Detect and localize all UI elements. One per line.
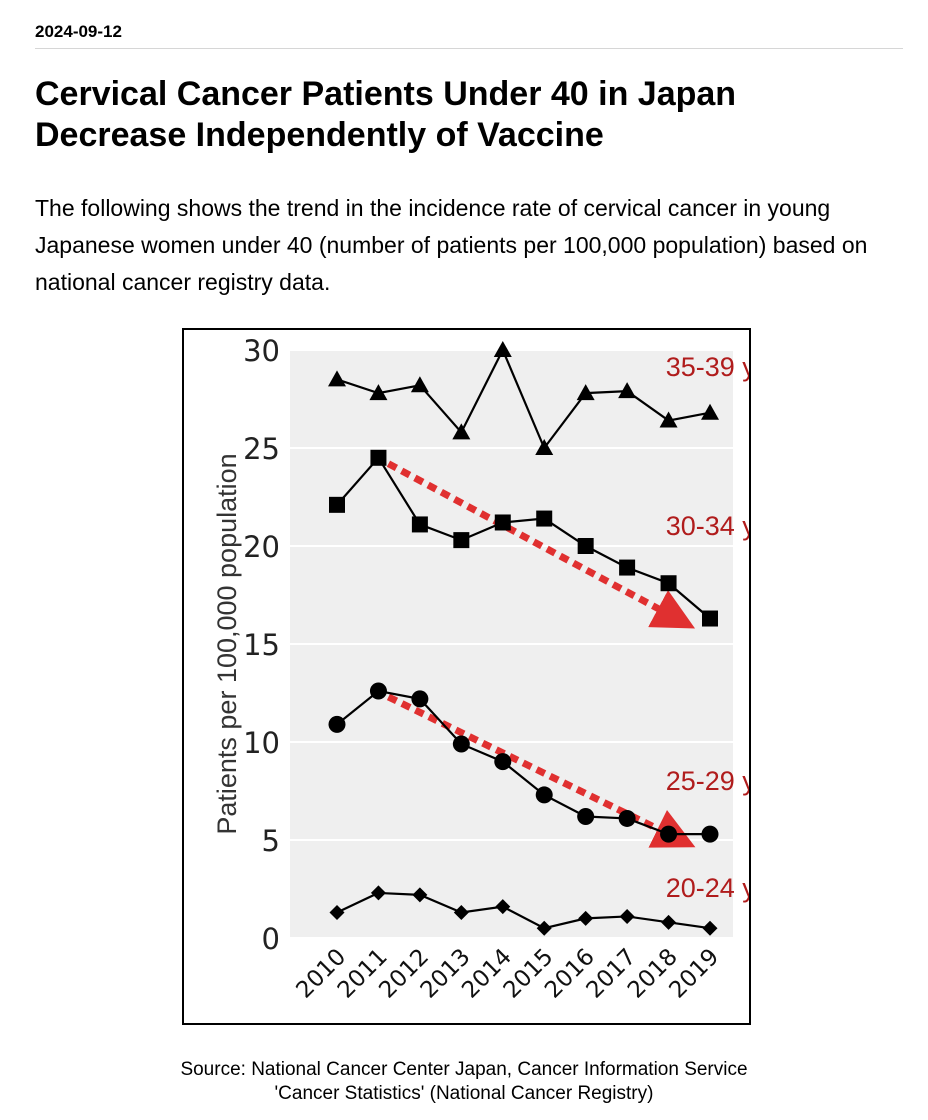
x-tick-label-2019: 2019 (664, 944, 724, 1004)
marker-35-39-years-2013 (452, 423, 471, 440)
marker-30-34-years-2012 (411, 516, 428, 533)
marker-20-24-years-2015 (536, 920, 552, 936)
marker-25-29-years-2015 (535, 786, 553, 804)
y-axis-ticks: 0 5 10 15 20 25 30 (243, 334, 280, 956)
marker-30-34-years-2013 (453, 532, 470, 549)
marker-35-39-years-2012 (410, 376, 429, 393)
series-label-30-34-years: 30-34 years (666, 511, 749, 541)
series-label-20-24-years: 20-24 years (666, 873, 749, 903)
marker-25-29-years-2012 (411, 690, 429, 708)
y-tick-label-30: 30 (243, 334, 280, 368)
marker-20-24-years-2013 (453, 905, 469, 921)
marker-25-29-years-2010 (328, 715, 346, 733)
marker-20-24-years-2017 (619, 908, 635, 924)
marker-30-34-years-2010 (329, 496, 345, 513)
marker-25-29-years-2013 (452, 735, 470, 753)
marker-20-24-years-2016 (578, 910, 594, 926)
trend-arrows (386, 460, 696, 848)
y-tick-label-0: 0 (262, 922, 280, 956)
marker-35-39-years-2016 (576, 384, 595, 401)
marker-30-34-years-2014 (494, 514, 511, 531)
marker-20-24-years-2019 (702, 920, 718, 936)
marker-25-29-years-2016 (577, 807, 595, 825)
trend-arrow-2 (386, 693, 696, 848)
marker-20-24-years-2012 (412, 887, 428, 903)
title-line-1: Cervical Cancer Patients Under 40 in Jap… (35, 75, 737, 113)
marker-35-39-years-2018 (659, 411, 678, 428)
y-tick-label-15: 15 (243, 628, 280, 662)
marker-20-24-years-2010 (329, 905, 345, 921)
marker-35-39-years-2019 (701, 403, 719, 420)
marker-35-39-years-2017 (618, 382, 637, 399)
marker-20-24-years-2011 (370, 885, 386, 901)
marker-30-34-years-2018 (660, 575, 677, 592)
series-labels: 35-39 years 30-34 years 25-29 years 20-24 y… (666, 352, 749, 903)
marker-30-34-years-2019 (702, 610, 718, 627)
marker-35-39-years-2015 (535, 439, 554, 455)
y-tick-label-20: 20 (243, 530, 280, 564)
y-tick-label-25: 25 (243, 432, 280, 466)
header-divider (35, 48, 903, 49)
y-tick-label-10: 10 (243, 726, 280, 760)
chart-frame: 0 5 10 15 20 25 30 2010 2011 2012 2013 2014 2015 201… (182, 328, 751, 1025)
marker-35-39-years-2014 (493, 341, 512, 357)
series-markers (328, 341, 719, 936)
source-line-1: Source: National Cancer Center Japan, Ca… (180, 1059, 748, 1080)
marker-25-29-years-2018 (660, 825, 678, 843)
marker-25-29-years-2017 (618, 809, 636, 827)
marker-35-39-years-2011 (369, 384, 388, 401)
chart-source: Source: National Cancer Center Japan, Ca… (0, 1058, 928, 1106)
series-lines (336, 347, 711, 930)
marker-25-29-years-2019 (701, 825, 719, 843)
marker-30-34-years-2011 (370, 449, 387, 466)
series-line-20-24-years (336, 891, 711, 930)
trend-arrow-1 (386, 460, 696, 629)
series-line-25-29-years (336, 689, 710, 836)
title-line-2: Decrease Independently of Vaccine (35, 116, 604, 154)
article-title: Cervical Cancer Patients Under 40 in Jap… (35, 74, 895, 156)
marker-30-34-years-2015 (536, 510, 553, 527)
grid-lines (290, 349, 733, 939)
series-line-30-34-years (336, 455, 711, 620)
y-axis-label: Patients per 100,000 population (212, 453, 242, 834)
marker-30-34-years-2017 (619, 559, 636, 576)
marker-20-24-years-2018 (661, 914, 677, 930)
series-label-25-29-years: 25-29 years (666, 766, 749, 796)
marker-25-29-years-2011 (369, 682, 387, 700)
line-chart: 0 5 10 15 20 25 30 201020112012201320142015201… (212, 334, 749, 1004)
series-line-35-39-years (336, 347, 711, 451)
marker-30-34-years-2016 (577, 538, 594, 554)
series-label-35-39-years: 35-39 years (666, 352, 749, 382)
marker-20-24-years-2014 (495, 899, 511, 915)
marker-35-39-years-2010 (328, 370, 346, 387)
article-description: The following shows the trend in the inc… (35, 195, 868, 295)
source-line-2: 'Cancer Statistics' (National Cancer Reg… (274, 1083, 654, 1104)
article-date: 2024-09-12 (35, 22, 122, 41)
y-tick-label-5: 5 (262, 824, 280, 858)
marker-25-29-years-2014 (494, 753, 512, 771)
